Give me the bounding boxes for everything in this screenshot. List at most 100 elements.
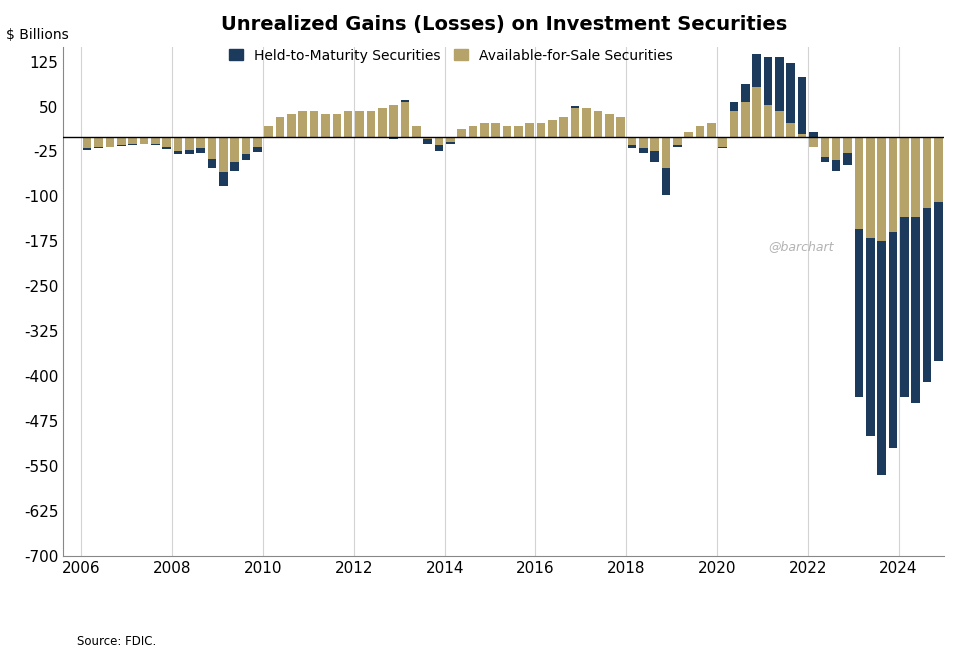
Bar [105, 136, 114, 147]
Bar [775, 58, 784, 112]
Bar [718, 136, 727, 147]
Bar [366, 111, 375, 136]
Bar [140, 136, 149, 143]
Bar [321, 114, 330, 136]
Bar [185, 136, 194, 150]
Bar [730, 103, 738, 112]
Bar [582, 108, 591, 136]
Bar [775, 112, 784, 136]
Bar [197, 149, 205, 153]
Bar [934, 202, 943, 361]
Bar [423, 140, 432, 143]
Bar [594, 136, 602, 138]
Bar [549, 136, 557, 138]
Bar [923, 208, 931, 382]
Bar [174, 136, 182, 151]
Bar [423, 136, 432, 140]
Bar [355, 136, 363, 138]
Bar [457, 129, 466, 136]
Bar [208, 136, 217, 159]
Bar [741, 84, 750, 102]
Legend: Held-to-Maturity Securities, Available-for-Sale Securities: Held-to-Maturity Securities, Available-f… [229, 49, 673, 62]
Bar [253, 147, 262, 152]
Bar [185, 150, 194, 154]
Bar [503, 126, 511, 136]
Bar [673, 145, 682, 147]
Bar [594, 111, 602, 136]
Bar [831, 160, 840, 171]
Bar [253, 136, 262, 147]
Bar [344, 111, 353, 136]
Bar [230, 136, 239, 162]
Bar [821, 158, 830, 162]
Bar [514, 136, 523, 138]
Bar [514, 126, 523, 136]
Bar [219, 173, 227, 186]
Bar [298, 112, 307, 136]
Bar [469, 136, 478, 138]
Bar [117, 136, 126, 145]
Bar [287, 114, 295, 136]
Title: Unrealized Gains (Losses) on Investment Securities: Unrealized Gains (Losses) on Investment … [221, 15, 786, 34]
Bar [265, 136, 273, 138]
Bar [889, 136, 898, 232]
Bar [707, 123, 715, 136]
Bar [831, 136, 840, 160]
Bar [627, 136, 636, 145]
Bar [809, 136, 818, 147]
Bar [344, 136, 353, 138]
Bar [480, 136, 489, 138]
Bar [923, 136, 931, 208]
Text: @barchart: @barchart [768, 240, 833, 253]
Bar [162, 136, 171, 147]
Bar [866, 238, 875, 436]
Bar [276, 117, 285, 136]
Bar [401, 100, 409, 102]
Bar [650, 151, 659, 162]
Bar [230, 162, 239, 171]
Bar [730, 112, 738, 136]
Bar [434, 145, 443, 151]
Bar [617, 136, 625, 138]
Bar [695, 126, 704, 136]
Bar [174, 151, 182, 154]
Bar [82, 149, 91, 150]
Bar [718, 147, 727, 149]
Bar [389, 136, 398, 140]
Bar [457, 136, 466, 138]
Bar [650, 136, 659, 151]
Bar [934, 136, 943, 202]
Bar [627, 145, 636, 149]
Bar [605, 136, 614, 138]
Bar [877, 136, 886, 241]
Bar [82, 136, 91, 149]
Bar [798, 77, 807, 134]
Bar [151, 136, 159, 143]
Bar [753, 55, 761, 88]
Bar [491, 136, 500, 138]
Bar [662, 167, 670, 195]
Bar [129, 136, 137, 144]
Bar [911, 136, 920, 217]
Bar [741, 102, 750, 136]
Bar [162, 147, 171, 149]
Bar [366, 136, 375, 138]
Bar [469, 126, 478, 136]
Bar [242, 136, 250, 154]
Bar [753, 88, 761, 136]
Bar [911, 217, 920, 403]
Bar [333, 136, 341, 138]
Bar [537, 123, 546, 136]
Bar [877, 241, 886, 475]
Bar [94, 136, 103, 147]
Bar [197, 136, 205, 149]
Bar [685, 136, 693, 138]
Bar [639, 149, 647, 153]
Bar [242, 154, 250, 160]
Bar [389, 105, 398, 136]
Bar [446, 136, 455, 143]
Bar [310, 112, 318, 136]
Text: Source: FDIC.: Source: FDIC. [77, 635, 156, 648]
Bar [571, 108, 579, 136]
Bar [526, 123, 534, 136]
